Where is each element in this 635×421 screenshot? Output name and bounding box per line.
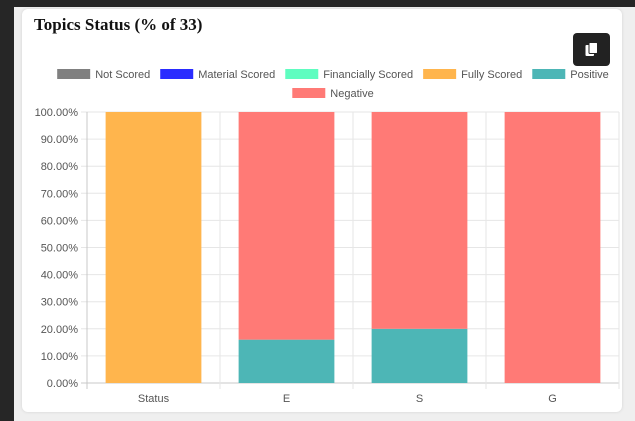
legend-label: Material Scored	[198, 69, 275, 81]
bars	[105, 112, 601, 383]
legend: Not Scored Material Scored Financially Sco…	[57, 69, 609, 100]
bar-segment[interactable]	[238, 112, 335, 340]
y-tick-label: 0.00%	[47, 378, 78, 390]
legend-swatch	[285, 69, 319, 79]
y-tick-label: 30.00%	[41, 297, 79, 309]
bar-segment[interactable]	[504, 112, 601, 383]
legend-label: Negative	[330, 88, 373, 100]
x-tick-label: G	[548, 393, 557, 405]
y-tick-label: 60.00%	[41, 215, 79, 227]
bar-segment[interactable]	[371, 328, 468, 383]
x-tick-label: E	[283, 393, 290, 405]
legend-item[interactable]: Not Scored	[57, 69, 150, 81]
y-tick-label: 70.00%	[41, 188, 79, 200]
legend-item[interactable]: Positive	[532, 69, 609, 81]
y-tick-label: 40.00%	[41, 270, 79, 282]
x-axis-ticks: Status E S G	[138, 393, 557, 405]
legend-swatch	[532, 69, 566, 79]
legend-label: Positive	[570, 69, 609, 81]
window-frame-left	[0, 0, 14, 421]
bar-segment[interactable]	[238, 339, 335, 383]
chart-title: Topics Status (% of 33)	[34, 15, 203, 34]
legend-swatch	[423, 69, 457, 79]
y-tick-label: 100.00%	[35, 107, 79, 119]
legend-item[interactable]: Negative	[292, 88, 374, 100]
y-tick-label: 50.00%	[41, 243, 79, 255]
x-tick-label: Status	[138, 393, 170, 405]
bar-segment[interactable]	[105, 112, 202, 383]
copy-icon	[585, 42, 598, 56]
window-frame-top	[0, 0, 635, 7]
y-tick-label: 10.00%	[41, 351, 79, 363]
legend-item[interactable]: Financially Scored	[285, 69, 413, 81]
y-axis-ticks: 0.00% 10.00% 20.00% 30.00% 40.00% 50.00% 60.00…	[35, 107, 79, 390]
y-tick-label: 20.00%	[41, 324, 79, 336]
legend-swatch	[160, 69, 194, 79]
bar-segment[interactable]	[371, 112, 468, 329]
legend-label: Not Scored	[95, 69, 150, 81]
y-tick-label: 90.00%	[41, 134, 79, 146]
legend-label: Financially Scored	[323, 69, 413, 81]
legend-swatch	[292, 88, 326, 98]
legend-label: Fully Scored	[461, 69, 522, 81]
legend-item[interactable]: Material Scored	[160, 69, 275, 81]
legend-item[interactable]: Fully Scored	[423, 69, 522, 81]
y-tick-label: 80.00%	[41, 161, 79, 173]
legend-swatch	[57, 69, 91, 79]
copy-button[interactable]	[573, 33, 610, 66]
x-tick-label: S	[416, 393, 423, 405]
